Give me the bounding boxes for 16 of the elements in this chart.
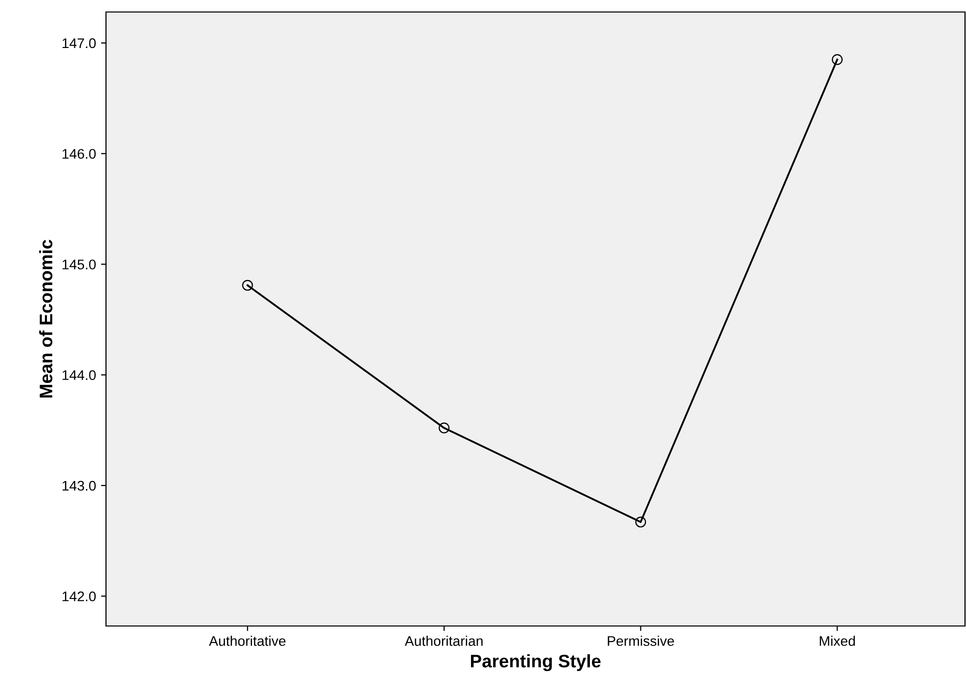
y-tick-label: 147.0	[62, 38, 96, 48]
x-tick-label: Authoritative	[208, 636, 286, 646]
point	[242, 280, 253, 291]
y-tick-label: 143.0	[62, 480, 96, 491]
x-axis-title: Parenting Style	[470, 654, 601, 672]
x-tick-label: Authoritarian	[404, 636, 483, 646]
point	[438, 422, 450, 434]
y-axis-title: Mean of Economic	[39, 240, 52, 398]
y-tick-label: 144.0	[62, 370, 96, 380]
y-tick-label: 145.0	[62, 260, 96, 270]
x-tick-label: Mixed	[820, 636, 855, 646]
y-tick-label: 142.0	[62, 591, 96, 602]
point	[832, 54, 843, 65]
y-tick-label: 146.0	[62, 148, 96, 159]
point	[635, 516, 646, 528]
x-tick-label: Permissive	[608, 636, 674, 646]
